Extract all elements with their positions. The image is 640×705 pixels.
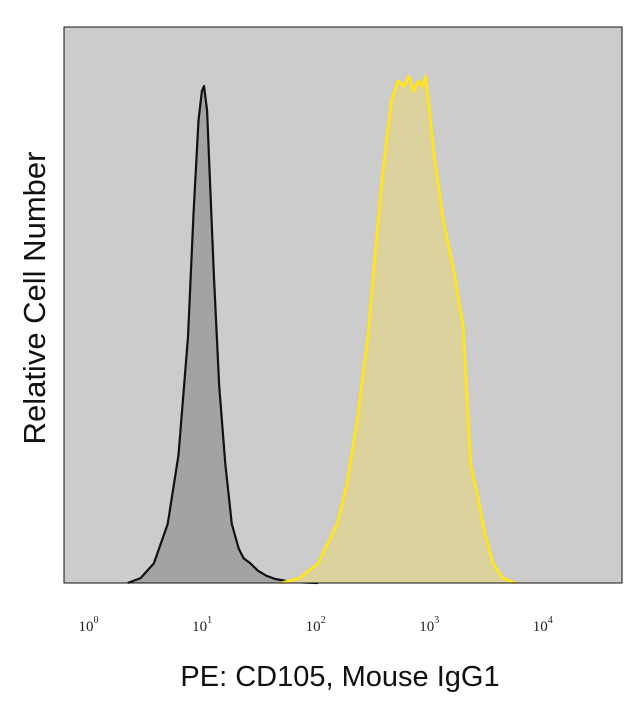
x-tick-label: 103 <box>419 615 439 635</box>
x-tick-label: 101 <box>192 615 212 635</box>
control-histogram-fill <box>127 86 319 583</box>
stained-histogram-fill <box>281 76 516 583</box>
x-tick-label: 102 <box>306 615 326 635</box>
plot-frame <box>63 26 623 584</box>
x-tick-label: 104 <box>533 615 553 635</box>
x-axis-title: PE: CD105, Mouse IgG1 <box>180 661 499 693</box>
plot-area <box>63 26 623 584</box>
stained-histogram-line <box>280 74 517 585</box>
x-tick-labels: 100 101 102 103 104 <box>79 615 553 635</box>
control-histogram-line <box>127 84 319 585</box>
series-layer <box>127 74 517 585</box>
x-tick-label: 100 <box>79 615 99 635</box>
y-axis-title: Relative Cell Number <box>17 152 52 445</box>
